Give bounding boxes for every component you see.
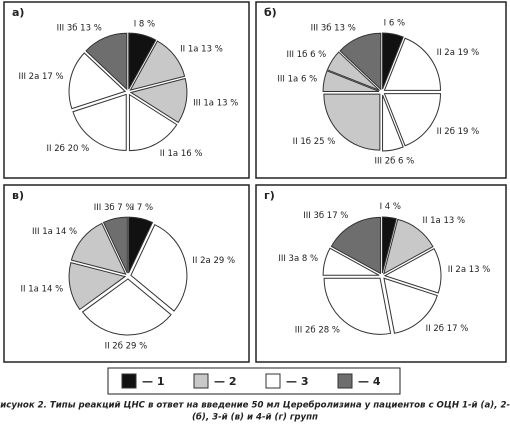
legend-swatch bbox=[265, 373, 281, 389]
pie-slice bbox=[129, 40, 186, 91]
legend-swatch bbox=[337, 373, 353, 389]
pie-slice bbox=[322, 247, 380, 276]
pie-slice bbox=[383, 248, 442, 294]
pie-slice bbox=[68, 262, 127, 311]
pie-slice bbox=[383, 218, 434, 275]
slice-label: II 1а 13 % bbox=[180, 45, 223, 55]
caption: (б), 3-й (в) и 4-й (г) групп bbox=[192, 412, 318, 423]
pie-slice bbox=[383, 93, 441, 147]
slice-label: II 2б 29 % bbox=[105, 341, 148, 351]
pie-slice bbox=[323, 93, 381, 151]
legend-label: — 3 bbox=[286, 375, 308, 388]
panel-frame bbox=[3, 1, 250, 179]
panel-frame bbox=[255, 1, 507, 179]
slice-label: II 2б 19 % bbox=[437, 127, 480, 137]
slice-label: III 1а 13 % bbox=[193, 98, 238, 108]
slice-label: I 8 % bbox=[134, 20, 155, 30]
pie-slice bbox=[128, 32, 157, 90]
slice-label: III 3б 13 % bbox=[311, 23, 356, 33]
slice-label: III 2б 6 % bbox=[374, 156, 414, 166]
panel-title: г) bbox=[264, 189, 275, 202]
pie-slice bbox=[85, 32, 128, 91]
legend-frame bbox=[107, 367, 401, 395]
slice-label: I 4 % bbox=[380, 202, 401, 212]
pie-slice bbox=[330, 216, 381, 275]
panel-frame bbox=[3, 184, 250, 363]
legend-swatch bbox=[193, 373, 209, 389]
panel-title: а) bbox=[12, 6, 24, 19]
pie-slice bbox=[102, 216, 128, 274]
slice-label: III 2а 17 % bbox=[18, 72, 63, 82]
slice-label: III 1а 14 % bbox=[32, 227, 77, 237]
slice-label: II 2а 13 % bbox=[448, 265, 491, 275]
pie-slice bbox=[129, 77, 188, 124]
pie-slice bbox=[323, 277, 392, 335]
slice-label: II 2а 19 % bbox=[437, 48, 480, 58]
slice-label: I 6 % bbox=[384, 19, 405, 29]
slice-label: II 2а 29 % bbox=[192, 256, 235, 266]
caption: Рисунок 2. Типы реакций ЦНС в ответ на в… bbox=[0, 400, 510, 411]
slice-label: III 3а 8 % bbox=[278, 254, 318, 264]
legend-label: — 1 bbox=[142, 375, 164, 388]
pie-slice bbox=[322, 70, 380, 92]
slice-label: II 2б 17 % bbox=[426, 324, 469, 334]
pie-slice bbox=[326, 51, 380, 91]
pie-slice bbox=[382, 94, 404, 152]
panel-title: б) bbox=[264, 6, 277, 19]
pie-slice bbox=[128, 93, 178, 152]
slice-label: III 3б 17 % bbox=[303, 211, 348, 221]
slice-label: III 3б 7 % bbox=[94, 203, 134, 213]
slice-label: I 7 % bbox=[132, 203, 153, 213]
pie-slice bbox=[382, 32, 404, 90]
pie-slice bbox=[383, 277, 438, 334]
slice-label: III 2б 28 % bbox=[295, 325, 340, 335]
slice-label: II 2б 20 % bbox=[47, 144, 90, 154]
legend-swatch bbox=[121, 373, 137, 389]
slice-label: III 1а 6 % bbox=[277, 74, 317, 84]
pie-slice bbox=[339, 32, 382, 91]
pie-slice bbox=[130, 224, 188, 312]
pie-slice bbox=[81, 278, 172, 336]
slice-label: III 3б 13 % bbox=[57, 23, 102, 33]
slice-label: III 1б 6 % bbox=[287, 50, 327, 60]
slice-label: II 1а 13 % bbox=[422, 216, 465, 226]
panel-title: в) bbox=[12, 189, 24, 202]
pie-slice bbox=[381, 216, 397, 274]
slice-label: II 1а 14 % bbox=[21, 285, 64, 295]
slice-label: II 1а 16 % bbox=[160, 149, 203, 159]
pie-slice bbox=[68, 52, 127, 110]
pie-slice bbox=[70, 222, 127, 275]
panel-frame bbox=[255, 184, 507, 363]
legend-label: — 4 bbox=[358, 375, 381, 388]
legend-label: — 2 bbox=[214, 375, 236, 388]
pie-slice bbox=[383, 37, 441, 91]
pie-slice bbox=[72, 93, 127, 151]
slice-label: II 1б 25 % bbox=[293, 137, 336, 147]
pie-slice bbox=[128, 216, 154, 274]
